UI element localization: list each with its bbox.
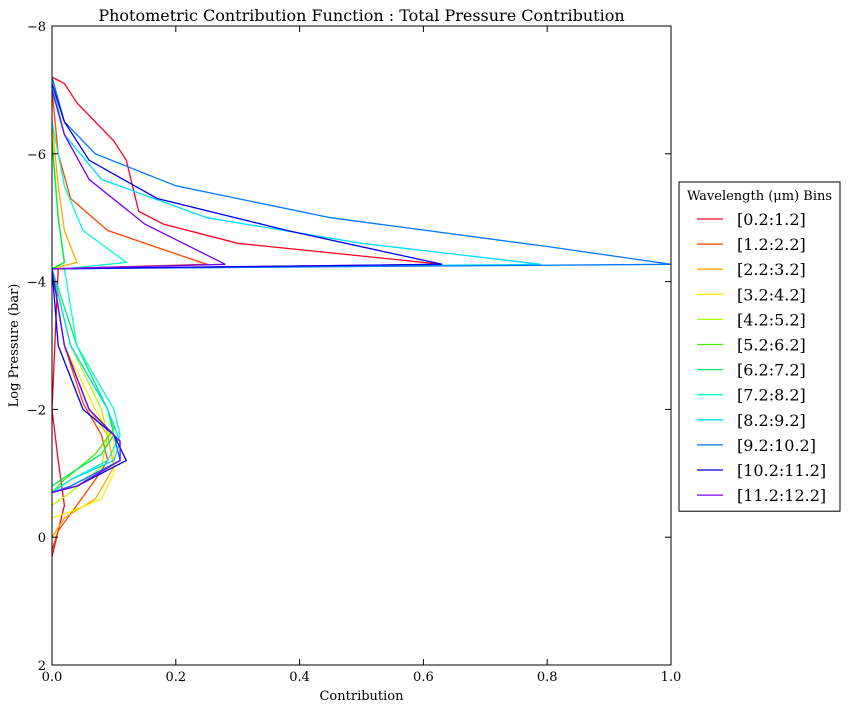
x-tick-label: 1.0 <box>661 670 682 685</box>
legend-label: [2.2:3.2] <box>737 260 806 279</box>
y-tick-label: −4 <box>27 276 46 291</box>
x-tick-label: 0.6 <box>413 670 434 685</box>
y-axis: −8 −6 −4 −2 0 2 <box>27 20 671 674</box>
plot-frame <box>51 25 672 666</box>
y-tick-label: −6 <box>27 148 46 163</box>
series-line <box>52 140 115 487</box>
series-line <box>52 140 115 493</box>
legend-label: [6.2:7.2] <box>737 361 806 380</box>
y-tick-label: −2 <box>27 403 46 418</box>
legend-box <box>678 181 841 512</box>
legend-items: [0.2:1.2] [1.2:2.2] [2.2:3.2] [3.2:4.2] [4.2… <box>697 210 826 505</box>
legend-label: [7.2:8.2] <box>737 386 806 405</box>
x-tick-label: 0.2 <box>165 670 186 685</box>
x-tick-label: 0.8 <box>537 670 558 685</box>
series-line <box>52 83 542 494</box>
chart-title: Photometric Contribution Function : Tota… <box>98 6 624 25</box>
series-line <box>52 121 129 494</box>
legend: Wavelength (μm) Bins [0.2:1.2][1.2:2.2][… <box>678 181 841 512</box>
x-axis-label: Contribution <box>319 689 404 704</box>
legend-label: [1.2:2.2] <box>737 235 806 254</box>
legend-label: [3.2:4.2] <box>737 285 806 304</box>
y-tick-label: 0 <box>38 531 46 546</box>
legend-label: [8.2:9.2] <box>737 411 806 430</box>
x-axis: 0.0 0.2 0.4 0.6 0.8 1.0 <box>42 26 682 685</box>
x-tick-label: 0.4 <box>289 670 310 685</box>
plot-lines <box>52 76 671 557</box>
legend-label: [0.2:1.2] <box>737 210 806 229</box>
x-tick-label: 0.0 <box>42 670 63 685</box>
series-line <box>52 76 443 557</box>
legend-label: [5.2:6.2] <box>737 336 806 355</box>
series-line <box>52 83 443 494</box>
y-axis-label: Log Pressure (bar) <box>7 284 22 408</box>
series-line <box>52 89 208 551</box>
legend-label: [4.2:5.2] <box>737 310 806 329</box>
legend-label: [11.2:12.2] <box>737 486 826 505</box>
series-line <box>52 76 671 494</box>
legend-label: [9.2:10.2] <box>737 436 816 455</box>
series-line <box>52 89 226 494</box>
y-tick-label: 2 <box>38 659 46 674</box>
legend-label: [10.2:11.2] <box>737 461 826 480</box>
y-tick-label: −8 <box>27 20 46 35</box>
legend-title: Wavelength (μm) Bins <box>687 189 832 204</box>
